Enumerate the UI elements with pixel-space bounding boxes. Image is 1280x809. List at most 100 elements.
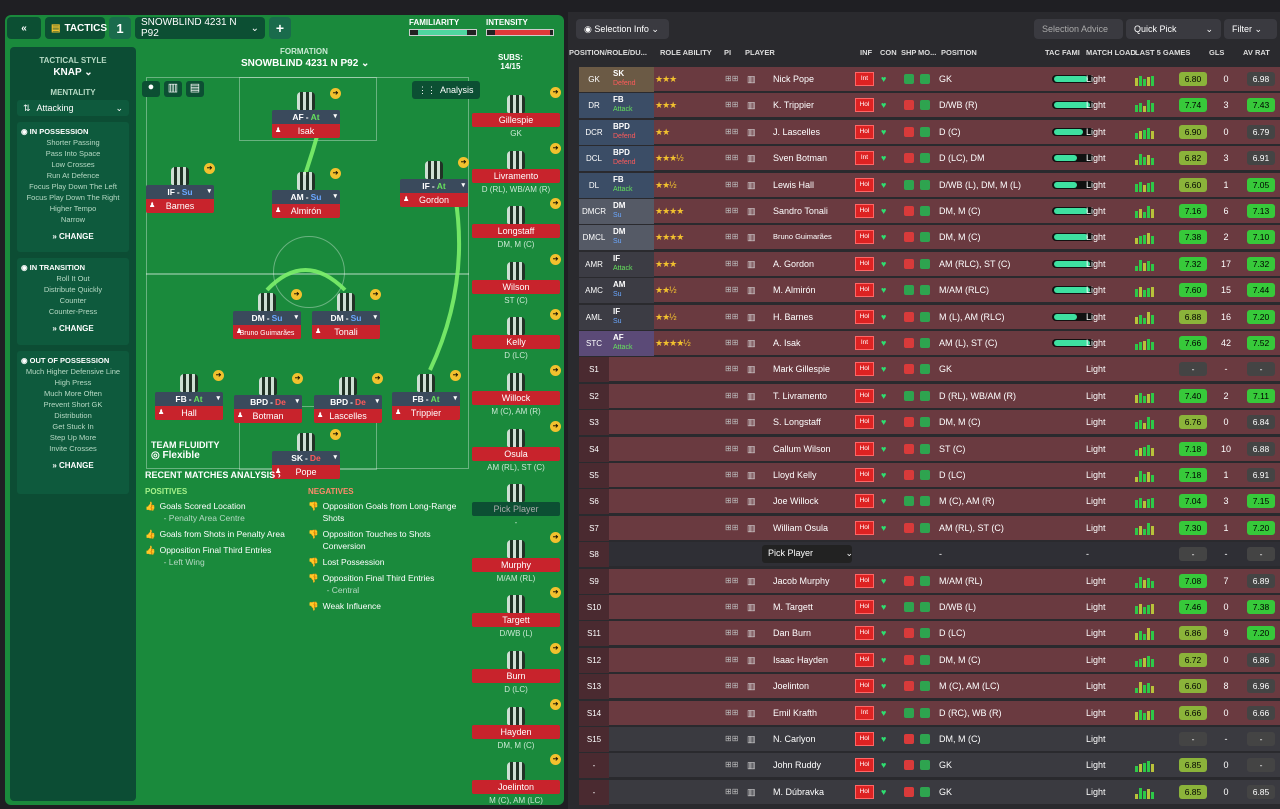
table-row[interactable]: S10 ⊞⊞ ▥ M. Targett Hol ♥ D/WB (L) Light 7.46 0 7.…: [579, 595, 1280, 620]
player-instruction-icon[interactable]: ➔: [550, 253, 561, 265]
row-player-name[interactable]: A. Isak: [773, 338, 801, 348]
row-player-name[interactable]: Joelinton: [773, 681, 810, 692]
sub-player[interactable]: Joelinton M (C), AM (LC) ➔: [472, 754, 561, 805]
table-row[interactable]: AMR IF Attack ★★★ ⊞⊞ ▥ A. Gordon Hol ♥ AM (RLC), …: [579, 251, 1280, 277]
pitch-player-card[interactable]: IF - Su ▾ ♟ Barnes: [146, 167, 214, 213]
pitch-player-card[interactable]: FB - At ▾ ♟ Hall: [155, 374, 223, 420]
table-row[interactable]: AMC AM Su ★★½ ⊞⊞ ▥ M. Almirón Hol ♥ M/AM (RLC) Lig…: [579, 278, 1280, 304]
table-row[interactable]: S3 ⊞⊞ ▥ S. Longstaff Hol ♥ DM, M (C) Light 6.76 0…: [579, 410, 1280, 436]
player-instruction-icon[interactable]: ➔: [550, 754, 561, 766]
table-row[interactable]: S2 ⊞⊞ ▥ T. Livramento Hol ♥ D (RL), WB/AM (R) L…: [579, 383, 1280, 409]
row-player-name[interactable]: A. Gordon: [773, 258, 815, 269]
table-row[interactable]: STC AF Attack ★★★★½ ⊞⊞ ▥ A. Isak Int ♥ AM (L), ST…: [579, 331, 1280, 356]
pi-icon[interactable]: ⊞⊞: [725, 575, 739, 585]
player-instruction-icon[interactable]: ➔: [450, 370, 461, 381]
row-player-name[interactable]: Jacob Murphy: [773, 575, 830, 586]
row-role[interactable]: [609, 701, 654, 726]
table-row[interactable]: GK SK Defend ★★★ ⊞⊞ ▥ Nick Pope Int ♥ GK Light 6.80…: [579, 67, 1280, 92]
col-last-5[interactable]: LAST 5 GAMES: [1135, 48, 1191, 57]
sub-player[interactable]: Willock M (C), AM (R) ➔: [472, 365, 561, 416]
pi-icon[interactable]: ⊞⊞: [725, 628, 739, 638]
add-tactic-button[interactable]: +: [269, 17, 291, 39]
pi-icon[interactable]: ⊞⊞: [725, 417, 739, 427]
pi-icon[interactable]: ⊞⊞: [725, 390, 739, 400]
player-instruction-icon[interactable]: ➔: [550, 309, 561, 321]
col-inf[interactable]: INF: [860, 48, 873, 57]
table-row[interactable]: - ⊞⊞ ▥ M. Dúbravka Hol ♥ GK Light 6.85 0 6.85: [579, 779, 1280, 805]
table-row[interactable]: S11 ⊞⊞ ▥ Dan Burn Hol ♥ D (LC) Light 6.86 9 7.20: [579, 621, 1280, 647]
table-row[interactable]: - ⊞⊞ ▥ John Ruddy Hol ♥ GK Light 6.85 0 -: [579, 753, 1280, 779]
row-role[interactable]: [609, 410, 654, 435]
pitch-player-card[interactable]: DM - Su ▾ ♟ Bruno Guimarães: [233, 293, 301, 339]
pi-icon[interactable]: ⊞⊞: [725, 760, 739, 770]
pick-player-dropdown[interactable]: Pick Player ⌄: [762, 545, 853, 564]
pi-icon[interactable]: ⊞⊞: [725, 734, 739, 743]
row-role[interactable]: [609, 357, 654, 382]
row-role[interactable]: IF Su: [609, 304, 654, 330]
row-role[interactable]: [609, 569, 654, 594]
table-row[interactable]: DMCL DM Su ★★★★ ⊞⊞ ▥ Bruno Guimarães Hol ♥ DM, M …: [579, 225, 1280, 251]
row-role[interactable]: [609, 489, 654, 514]
pi-icon[interactable]: ⊞⊞: [725, 232, 739, 242]
formation-name[interactable]: SNOWBLIND 4231 N P92 ⌄: [241, 58, 370, 69]
player-instruction-icon[interactable]: ➔: [550, 531, 561, 543]
row-player-name[interactable]: Emil Krafth: [773, 707, 818, 718]
pi-icon[interactable]: ⊞⊞: [725, 470, 739, 479]
row-player-name[interactable]: Nick Pope: [773, 74, 815, 84]
player-instruction-icon[interactable]: ➔: [370, 289, 381, 300]
player-instruction-icon[interactable]: ➔: [204, 163, 215, 174]
row-player-name[interactable]: Dan Burn: [773, 628, 812, 639]
table-row[interactable]: S8 Pick Player ⌄ - - - - -: [579, 542, 1280, 568]
pi-icon[interactable]: ⊞⊞: [725, 786, 739, 796]
table-row[interactable]: S6 ⊞⊞ ▥ Joe Willock Hol ♥ M (C), AM (R) Light 7.…: [579, 489, 1280, 515]
col-tac-fami[interactable]: TAC FAMI: [1045, 48, 1080, 57]
player-instruction-icon[interactable]: ➔: [213, 370, 224, 381]
row-player-name[interactable]: M. Targett: [773, 602, 813, 612]
row-player-name[interactable]: K. Trippier: [773, 100, 815, 111]
row-role[interactable]: [609, 463, 654, 488]
row-role[interactable]: AF Attack: [609, 331, 654, 356]
sub-player[interactable]: Osula AM (RL), ST (C) ➔: [472, 420, 561, 472]
player-instruction-icon[interactable]: ➔: [550, 420, 561, 432]
tactic-slot-number[interactable]: 1: [109, 17, 131, 39]
recent-analysis-link[interactable]: RECENT MATCHES ANALYSIS ›: [145, 470, 281, 480]
row-role[interactable]: FB Attack: [609, 172, 654, 198]
player-instruction-icon[interactable]: ➔: [372, 373, 383, 384]
row-role[interactable]: [609, 384, 654, 409]
collapse-button[interactable]: «: [7, 17, 41, 39]
mentality-dropdown[interactable]: ⇅ Attacking ⌄: [17, 100, 129, 116]
col-player[interactable]: PLAYER: [745, 48, 775, 57]
col-pi[interactable]: PI: [724, 48, 732, 57]
row-player-name[interactable]: John Ruddy: [773, 760, 822, 771]
pitch-player-card[interactable]: AM - Su ▾ ♟ Almirón: [272, 172, 340, 218]
row-role[interactable]: [609, 595, 654, 620]
table-row[interactable]: S15 ⊞⊞ ▥ N. Carlyon Hol ♥ DM, M (C) Light - - -: [579, 727, 1280, 752]
pitch-player-card[interactable]: BPD - De ▾ ♟ Lascelles: [314, 377, 382, 423]
row-player-name[interactable]: N. Carlyon: [773, 734, 816, 744]
player-instruction-icon[interactable]: ➔: [550, 365, 561, 376]
sub-player[interactable]: Pick Player -: [472, 484, 560, 527]
tactic-selector[interactable]: SNOWBLIND 4231 N P92 ⌄: [135, 17, 265, 39]
player-instruction-icon[interactable]: ➔: [292, 373, 303, 384]
tactics-tab[interactable]: ▤ TACTICS: [45, 17, 107, 39]
row-player-name[interactable]: Isaac Hayden: [773, 654, 829, 665]
pi-icon[interactable]: ⊞⊞: [725, 338, 739, 347]
player-instruction-icon[interactable]: ➔: [550, 643, 561, 654]
pi-icon[interactable]: ⊞⊞: [725, 179, 739, 189]
pi-icon[interactable]: ⊞⊞: [725, 681, 739, 691]
table-row[interactable]: DCR BPD Defend ★★ ⊞⊞ ▥ J. Lascelles Hol ♥ D (C) Li…: [579, 119, 1280, 145]
pi-icon[interactable]: ⊞⊞: [725, 522, 739, 532]
row-player-name[interactable]: Joe Willock: [773, 496, 819, 507]
pi-icon[interactable]: ⊞⊞: [725, 126, 739, 136]
row-player-name[interactable]: J. Lascelles: [773, 126, 821, 137]
row-role[interactable]: [609, 727, 654, 752]
col-av-rat[interactable]: AV RAT: [1243, 48, 1270, 57]
table-row[interactable]: AML IF Su ★★½ ⊞⊞ ▥ H. Barnes Hol ♥ M (L), AM (RLC…: [579, 304, 1280, 330]
pi-icon[interactable]: ⊞⊞: [725, 364, 739, 374]
pitch-player-card[interactable]: BPD - De ▾ ♟ Botman: [234, 377, 302, 423]
table-row[interactable]: S12 ⊞⊞ ▥ Isaac Hayden Hol ♥ DM, M (C) Light 6.72…: [579, 647, 1280, 673]
table-row[interactable]: DL FB Attack ★★½ ⊞⊞ ▥ Lewis Hall Hol ♥ D/WB (L), …: [579, 172, 1280, 198]
pitch-player-card[interactable]: IF - At ▾ ♟ Gordon: [400, 161, 468, 207]
sub-player[interactable]: Burn D (LC) ➔: [472, 643, 561, 694]
row-player-name[interactable]: Sandro Tonali: [773, 206, 828, 216]
